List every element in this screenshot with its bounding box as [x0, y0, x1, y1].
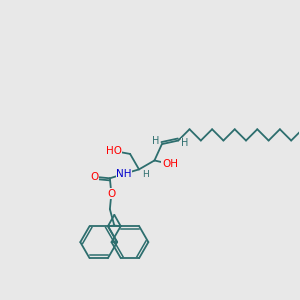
Text: H: H — [152, 136, 159, 146]
Text: H: H — [142, 170, 149, 179]
Text: OH: OH — [162, 159, 178, 169]
Text: O: O — [107, 189, 116, 199]
Text: HO: HO — [106, 146, 122, 156]
Text: O: O — [90, 172, 98, 182]
Text: H: H — [181, 138, 188, 148]
Text: NH: NH — [116, 169, 132, 179]
